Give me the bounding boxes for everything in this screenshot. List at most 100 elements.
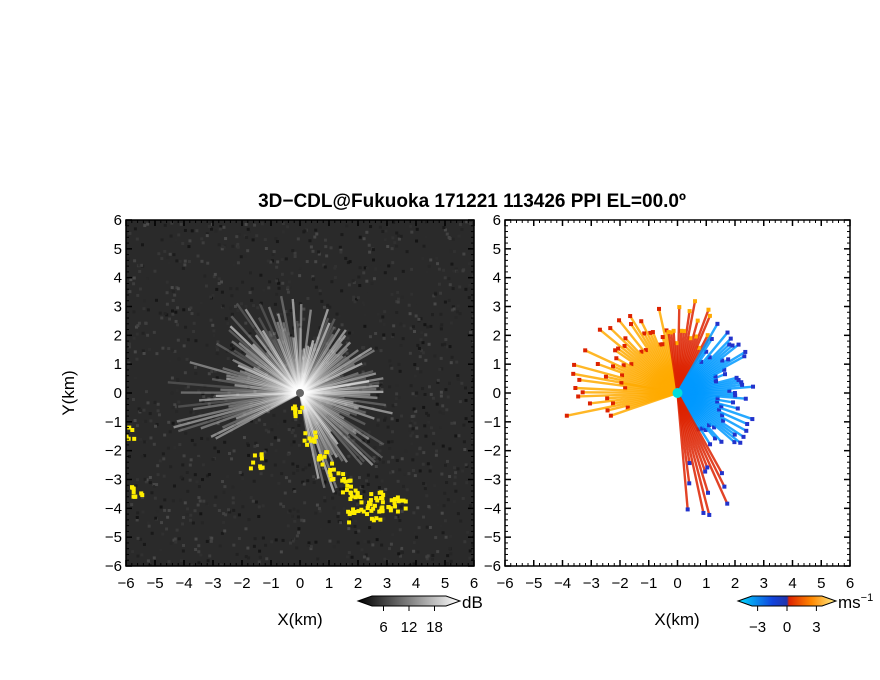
noise-pixel	[158, 459, 162, 463]
noise-pixel	[219, 563, 223, 566]
noise-pixel	[431, 553, 435, 557]
noise-pixel	[255, 234, 259, 238]
strong-echo-pixel	[375, 498, 380, 503]
noise-pixel	[409, 224, 413, 228]
noise-pixel	[204, 284, 208, 288]
noise-pixel	[171, 312, 175, 316]
strong-echo-pixel	[313, 430, 318, 435]
noise-pixel	[328, 539, 332, 543]
reflectivity-ray	[299, 347, 373, 395]
velocity-ray-tip	[622, 343, 627, 348]
noise-pixel	[445, 459, 449, 463]
noise-pixel	[302, 482, 306, 486]
noise-pixel	[246, 443, 250, 447]
reflectivity-ray	[298, 392, 334, 456]
velocity-ray-tip	[720, 358, 725, 363]
velocity-xtick-label: 1	[702, 575, 710, 592]
noise-pixel	[210, 370, 214, 374]
noise-pixel	[291, 428, 295, 432]
noise-pixel	[141, 420, 145, 424]
noise-pixel	[430, 313, 434, 317]
noise-pixel	[338, 492, 342, 496]
velocity-ray-tip	[715, 396, 720, 401]
strong-echo-pixel	[328, 473, 333, 478]
noise-pixel	[471, 412, 474, 416]
noise-pixel	[189, 306, 193, 310]
noise-pixel	[439, 394, 443, 398]
noise-pixel	[181, 522, 185, 526]
noise-pixel	[163, 249, 167, 253]
noise-pixel	[196, 503, 200, 507]
noise-pixel	[277, 438, 281, 442]
strong-echo-pixel	[132, 436, 137, 441]
noise-pixel	[457, 234, 461, 238]
noise-pixel	[294, 418, 298, 422]
noise-pixel	[325, 254, 329, 258]
noise-pixel	[185, 357, 189, 361]
noise-pixel	[170, 376, 174, 380]
velocity-xtick-label: 3	[760, 575, 768, 592]
noise-pixel	[346, 261, 350, 265]
reflectivity-ray	[173, 391, 301, 429]
noise-pixel	[448, 475, 452, 479]
noise-pixel	[293, 251, 297, 255]
noise-pixel	[168, 430, 172, 434]
noise-pixel	[284, 309, 288, 313]
noise-pixel	[357, 529, 361, 533]
noise-pixel	[142, 542, 146, 546]
noise-pixel	[214, 229, 218, 233]
reflectivity-ray	[298, 392, 338, 459]
noise-pixel	[325, 342, 329, 346]
noise-pixel	[171, 421, 175, 425]
strong-echo-pixel	[355, 491, 360, 496]
noise-pixel	[298, 274, 302, 278]
noise-pixel	[362, 303, 366, 307]
noise-pixel	[395, 384, 399, 388]
noise-pixel	[248, 334, 252, 338]
noise-pixel	[375, 475, 379, 479]
noise-pixel	[170, 286, 174, 290]
noise-pixel	[171, 499, 175, 503]
noise-pixel	[324, 359, 328, 363]
noise-pixel	[422, 562, 426, 566]
noise-pixel	[345, 457, 349, 461]
noise-pixel	[451, 305, 455, 309]
noise-pixel	[275, 265, 279, 269]
noise-pixel	[314, 476, 318, 480]
noise-pixel	[266, 354, 270, 358]
noise-pixel	[242, 412, 246, 416]
strong-echo-pixel	[353, 488, 358, 493]
noise-pixel	[253, 415, 257, 419]
velocity-ytick-label: 1	[493, 356, 501, 373]
noise-pixel	[160, 316, 164, 320]
noise-pixel	[201, 463, 205, 467]
noise-pixel	[228, 510, 232, 514]
noise-pixel	[468, 549, 472, 553]
noise-pixel	[166, 446, 170, 450]
noise-pixel	[254, 471, 258, 475]
noise-pixel	[354, 531, 358, 535]
noise-pixel	[291, 462, 295, 466]
noise-pixel	[412, 414, 416, 418]
noise-pixel	[169, 541, 173, 545]
noise-pixel	[193, 473, 197, 477]
noise-pixel	[412, 549, 416, 553]
reflectivity-rays	[167, 295, 393, 493]
strong-echo-pixel	[131, 494, 136, 499]
noise-pixel	[399, 505, 403, 509]
noise-pixel	[345, 555, 349, 559]
noise-pixel	[433, 484, 437, 488]
reflectivity-ray	[228, 329, 301, 394]
noise-pixel	[130, 503, 134, 507]
noise-pixel	[376, 418, 380, 422]
noise-pixel	[335, 312, 339, 316]
noise-pixel	[244, 527, 248, 531]
noise-pixel	[135, 357, 139, 361]
noise-pixel	[146, 222, 150, 226]
noise-pixel	[332, 506, 336, 510]
strong-echo-pixel	[372, 503, 377, 508]
noise-pixel	[272, 250, 276, 254]
noise-pixel	[367, 289, 371, 293]
noise-pixel	[197, 496, 201, 500]
noise-pixel	[270, 259, 274, 263]
